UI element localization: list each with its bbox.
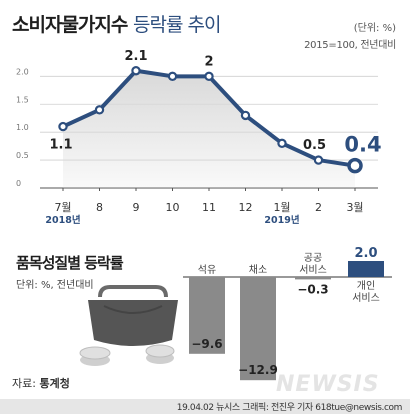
- coin: [79, 346, 111, 360]
- bar-value-label: −0.3: [297, 282, 328, 296]
- x-tick-label: 10: [166, 201, 180, 214]
- purse-clasp: [98, 285, 168, 298]
- y-tick-label: 0: [16, 179, 21, 188]
- bar-category-label: 공공: [304, 252, 322, 264]
- source-prefix: 자료:: [12, 377, 36, 390]
- purse-fold: [103, 305, 163, 314]
- bar: [348, 261, 384, 277]
- bar-category-label: 서비스: [299, 264, 327, 276]
- x-tick-label: 11: [202, 201, 216, 214]
- purse-body: [88, 300, 178, 346]
- footer-bar: 19.04.02 뉴시스 그래픽: 전진우 기자 618tue@newsis.c…: [0, 399, 410, 414]
- bar: [189, 277, 225, 354]
- data-label: 0.5: [303, 138, 326, 153]
- source-name: 통계청: [39, 377, 70, 390]
- data-label: 0.4: [344, 133, 381, 157]
- bar-category-label: 서비스: [352, 292, 380, 304]
- x-tick-label: 7월: [54, 201, 71, 214]
- credit-line: 19.04.02 뉴시스 그래픽: 전진우 기자 618tue@newsis.c…: [176, 403, 403, 413]
- title-bold: 소비자물가지수: [12, 14, 128, 36]
- x-tick-label: 2: [315, 201, 322, 214]
- title-rest: 등락률 추이: [133, 14, 221, 36]
- data-label: 2: [204, 54, 213, 69]
- source-label: 자료: 통계청: [12, 375, 70, 391]
- cpi-line-chart: 0 0.5 1.0 1.5 2.0 1.1 2.1 2 0.5 0.4 7월 8 9 10 11 12 1월 2 3…: [16, 49, 382, 226]
- x-tick-label: 1월: [273, 201, 290, 214]
- y-tick-label: 1.0: [16, 123, 29, 132]
- coin-purse-icon: [79, 285, 178, 366]
- bar-category-label: 채소: [249, 264, 267, 276]
- data-point: [204, 71, 214, 82]
- data-point: [167, 71, 178, 82]
- bar: [295, 277, 331, 280]
- bar-value-label: −12.9: [238, 363, 278, 377]
- y-tick-label: 0.5: [16, 151, 29, 160]
- x-tick-label: 9: [133, 201, 140, 214]
- bar-chart-unit: 단위: %, 전년대비: [16, 280, 94, 291]
- year-label: 2019년: [264, 214, 299, 226]
- data-point: [240, 110, 251, 121]
- bar-value-label: −9.6: [191, 337, 222, 351]
- data-point: [58, 121, 68, 132]
- unit-label: (단위: %): [353, 23, 396, 34]
- x-tick-label: 12: [239, 201, 253, 214]
- base-label: 2015=100, 전년대비: [304, 40, 396, 51]
- bar-value-label: 2.0: [354, 246, 377, 261]
- y-tick-label: 2.0: [16, 67, 29, 76]
- data-label: 1.1: [49, 138, 72, 153]
- y-tick-label: 1.5: [16, 95, 29, 104]
- bar: [240, 277, 276, 381]
- data-point: [94, 105, 105, 115]
- bar-category-label: 개인: [357, 280, 375, 292]
- data-point: [131, 66, 141, 76]
- x-tick-label: 3월: [346, 201, 363, 214]
- bar-chart-title: 품목성질별 등락률: [16, 254, 124, 272]
- year-label: 2018년: [45, 214, 80, 226]
- data-point: [313, 155, 324, 165]
- chart-title: 소비자물가지수 등락률 추이: [12, 10, 221, 37]
- x-tick-label: 8: [96, 201, 103, 214]
- bar-category-label: 석유: [198, 264, 216, 276]
- data-point: [347, 157, 363, 174]
- area-fill: [63, 70, 355, 188]
- data-label: 2.1: [124, 49, 147, 64]
- watermark: NEWSIS: [276, 372, 380, 397]
- data-point: [277, 138, 287, 149]
- coin: [145, 344, 175, 358]
